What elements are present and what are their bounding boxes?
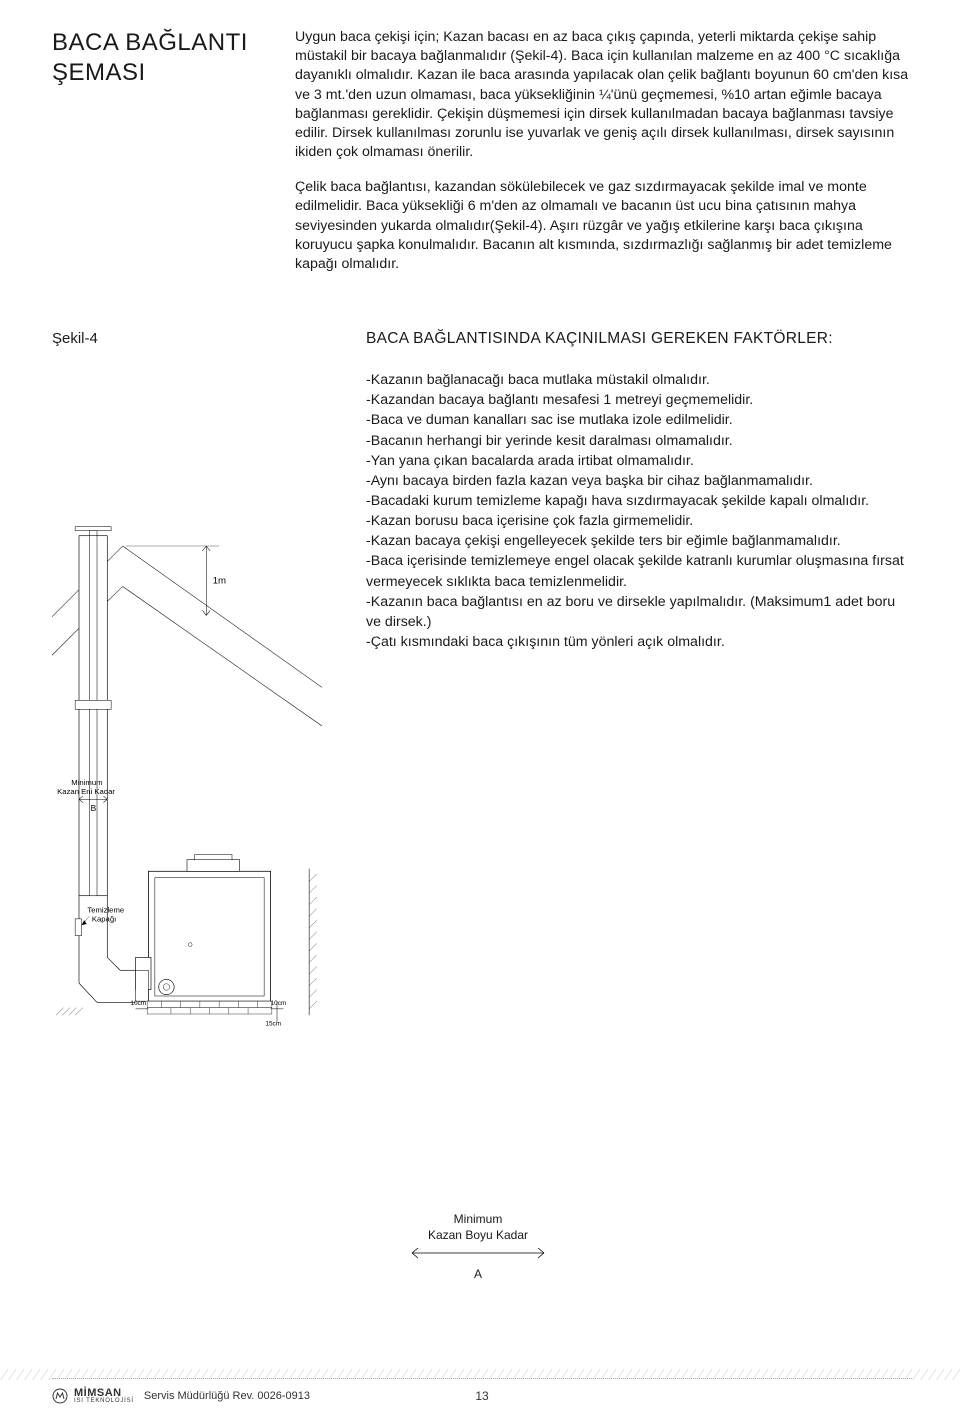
label-cleanout2: Kapağı xyxy=(92,914,116,923)
title-line2: ŞEMASI xyxy=(52,59,146,86)
factors-list: -Kazanın bağlanacağı baca mutlaka müstak… xyxy=(366,370,912,652)
paragraph-1: Uygun baca çekişi için; Kazan bacası en … xyxy=(295,28,912,162)
label-10cm-left: 10cm xyxy=(130,1000,146,1007)
title-line1: BACA BAĞLANTI xyxy=(52,29,248,56)
factor-item: -Çatı kısmındaki baca çıkışının tüm yönl… xyxy=(366,632,912,652)
label-15cm: 15cm xyxy=(265,1021,281,1028)
label-1m: 1m xyxy=(213,575,226,586)
label-min-len1: Minimum xyxy=(408,1212,548,1228)
label-cleanout1: Temizleme xyxy=(87,905,124,914)
factor-item: -Yan yana çıkan bacalarda arada irtibat … xyxy=(366,451,912,471)
label-b: B xyxy=(91,803,97,813)
factor-item: -Kazan bacaya çekişi engelleyecek şekild… xyxy=(366,531,912,551)
factor-item: -Bacadaki kurum temizleme kapağı hava sı… xyxy=(366,491,912,511)
page-footer: MİMSAN ISI TEKNOLOJİSİ Servis Müdürlüğü … xyxy=(52,1378,912,1404)
figure-label: Şekil-4 xyxy=(52,330,322,347)
factor-item: -Baca ve duman kanalları sac ise mutlaka… xyxy=(366,410,912,430)
factor-item: -Kazanın bağlanacağı baca mutlaka müstak… xyxy=(366,370,912,390)
factor-item: -Bacanın herhangi bir yerinde kesit dara… xyxy=(366,431,912,451)
chimney-diagram: 1m Minimum Kazan Eni Kadar B Temizleme K… xyxy=(52,361,322,1181)
label-a: A xyxy=(408,1267,548,1283)
label-min-width1: Minimum xyxy=(71,778,102,787)
factor-item: -Aynı bacaya birden fazla kazan veya baş… xyxy=(366,471,912,491)
factor-item: -Baca içerisinde temizlemeye engel olaca… xyxy=(366,551,912,591)
factor-item: -Kazanın baca bağlantısı en az boru ve d… xyxy=(366,592,912,632)
page-title: BACA BAĞLANTI ŞEMASI xyxy=(52,28,257,88)
brand-icon xyxy=(52,1388,68,1404)
footer-rev: Servis Müdürlüğü Rev. 0026-0913 xyxy=(144,1390,310,1402)
paragraph-2: Çelik baca bağlantısı, kazandan sökülebi… xyxy=(295,178,912,274)
factor-item: -Kazandan bacaya bağlantı mesafesi 1 met… xyxy=(366,390,912,410)
brand-sub: ISI TEKNOLOJİSİ xyxy=(74,1398,134,1404)
factors-title: BACA BAĞLANTISINDA KAÇINILMASI GEREKEN F… xyxy=(366,330,912,348)
factor-item: -Kazan borusu baca içerisine çok fazla g… xyxy=(366,511,912,531)
label-min-len2: Kazan Boyu Kadar xyxy=(408,1228,548,1244)
label-min-width2: Kazan Eni Kadar xyxy=(57,787,115,796)
page-number: 13 xyxy=(475,1389,488,1403)
label-10cm-right: 10cm xyxy=(271,1000,287,1007)
